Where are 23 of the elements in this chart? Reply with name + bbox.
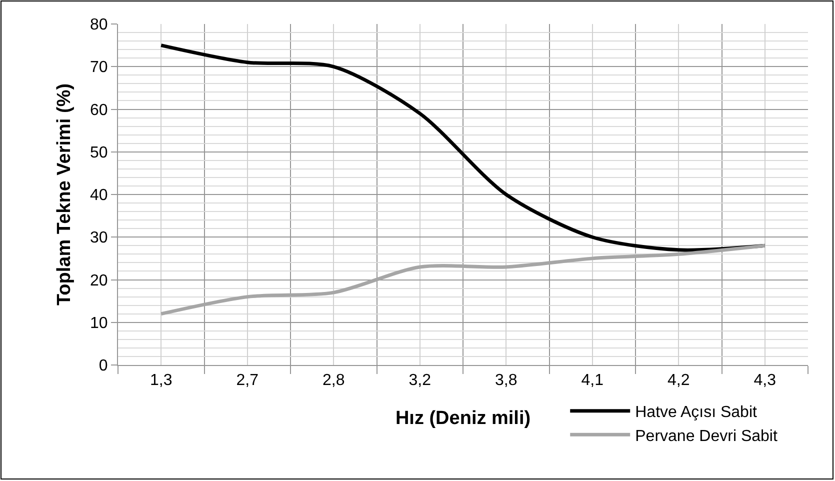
y-axis-title: Toplam Tekne Verimi (%) bbox=[54, 83, 75, 306]
x-axis-title: Hız (Deniz mili) bbox=[395, 408, 531, 429]
y-tick-label: 20 bbox=[90, 272, 108, 290]
x-tick-label: 2,8 bbox=[322, 372, 345, 390]
x-tick-label: 3,2 bbox=[408, 372, 432, 390]
line-series bbox=[159, 244, 767, 316]
line-series bbox=[159, 44, 767, 252]
x-tick-label: 3,8 bbox=[495, 372, 518, 390]
x-tick-label: 4,2 bbox=[668, 372, 690, 390]
y-tick-label: 40 bbox=[90, 187, 108, 204]
y-tick-label: 70 bbox=[90, 59, 108, 76]
legend-label: Hatve Açısı Sabit bbox=[635, 404, 758, 422]
y-tick-label: 30 bbox=[90, 230, 108, 247]
x-tick-label: 4,1 bbox=[581, 372, 604, 390]
x-tick-label: 2,7 bbox=[236, 372, 259, 390]
x-tick-label: 1,3 bbox=[150, 372, 172, 390]
legend-label: Pervane Devri Sabit bbox=[635, 428, 778, 445]
y-tick-label: 0 bbox=[98, 358, 108, 375]
y-tick-label: 60 bbox=[90, 102, 108, 119]
x-tick-label: 4,3 bbox=[754, 372, 776, 390]
y-tick-label: 80 bbox=[90, 16, 108, 34]
y-tick-label: 50 bbox=[90, 144, 108, 162]
y-tick-label: 10 bbox=[90, 314, 108, 332]
